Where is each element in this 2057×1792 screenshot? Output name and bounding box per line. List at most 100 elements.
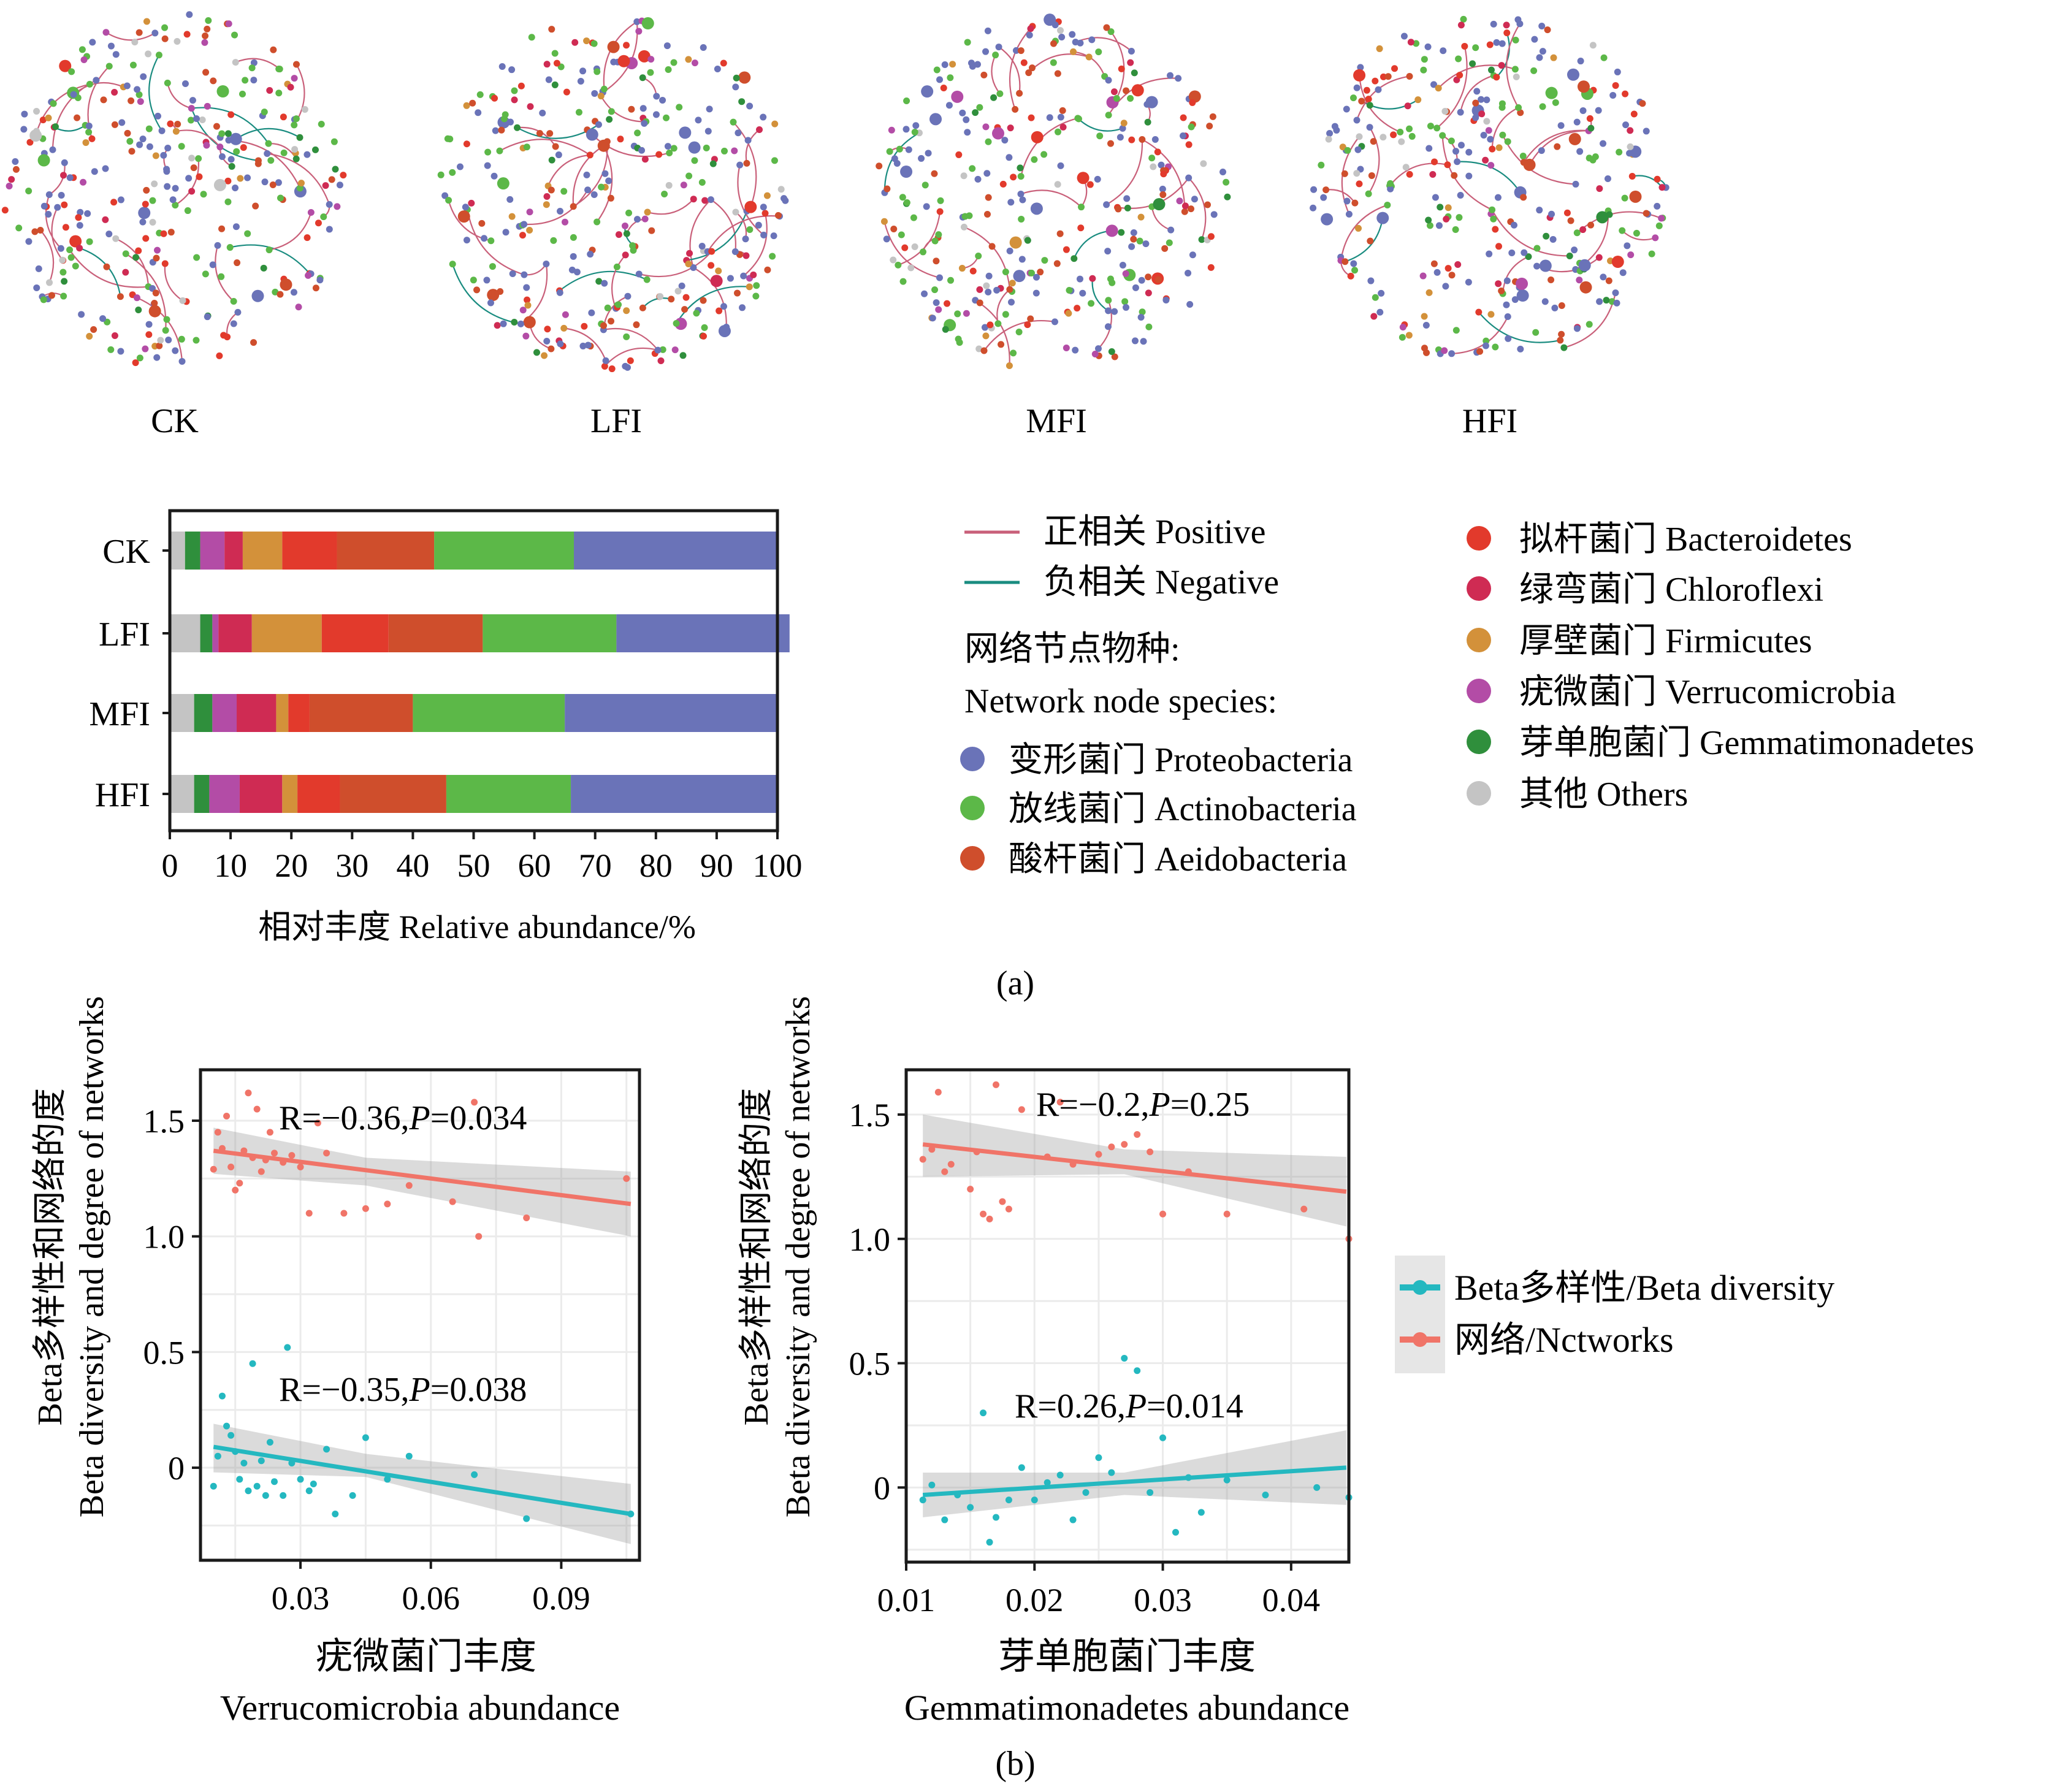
network-node [187, 116, 194, 124]
network-node [733, 74, 740, 82]
network-node [1476, 348, 1484, 355]
network-node [1343, 197, 1351, 205]
network-node [1191, 196, 1198, 203]
network-edge [467, 209, 525, 276]
network-node [583, 37, 590, 45]
network-node [648, 227, 655, 234]
network-node [1530, 67, 1538, 74]
network-edge [136, 297, 183, 362]
network-node [1122, 270, 1129, 277]
network-node [1318, 161, 1325, 169]
network-node [1013, 270, 1026, 283]
network-edge [1020, 189, 1082, 208]
network-node [164, 145, 172, 152]
network-node [188, 188, 196, 195]
network-node [560, 188, 568, 195]
network-node [163, 168, 170, 175]
network-node [523, 143, 530, 151]
network-node [706, 105, 713, 113]
bar-segment-lfi [200, 614, 213, 652]
network-node [46, 279, 53, 286]
network-node [49, 146, 56, 153]
network-node [1107, 140, 1114, 147]
bar-segment-ck [200, 532, 225, 570]
data-point [1172, 1528, 1179, 1536]
network-node [266, 87, 273, 94]
network-edge [1502, 134, 1576, 185]
network-node [1648, 250, 1655, 257]
network-node [1166, 239, 1173, 246]
network-node [1145, 289, 1152, 297]
scatter-legend-beta-label: Beta多样性/Beta diversity [1454, 1268, 1834, 1308]
legend-species-dot [1467, 679, 1491, 703]
data-point [384, 1200, 391, 1208]
network-node [1465, 148, 1473, 156]
network-node [1391, 65, 1399, 72]
network-node [746, 283, 753, 291]
network-node [164, 79, 171, 86]
network-node [189, 97, 196, 104]
network-node [1643, 210, 1650, 217]
network-node [1613, 299, 1620, 307]
network-node [1006, 154, 1013, 161]
network-node [899, 194, 906, 201]
network-node [1378, 289, 1385, 297]
network-edge [1528, 130, 1589, 166]
network-node [1363, 86, 1370, 94]
data-point [1031, 1497, 1038, 1504]
network-node [552, 143, 559, 150]
network-node [1007, 199, 1015, 206]
network-node [985, 288, 992, 295]
network-node [1400, 32, 1408, 40]
data-point [523, 1515, 530, 1522]
network-node [1586, 321, 1593, 328]
network-label-hfi: HFI [1462, 402, 1517, 440]
network-node [1010, 173, 1017, 181]
network-node [511, 87, 518, 94]
network-node [172, 128, 180, 135]
network-node [136, 141, 143, 148]
x-tick-label: 0.09 [532, 1580, 590, 1617]
network-node [1443, 215, 1450, 223]
network-node [644, 208, 651, 216]
scatter-verrucomicrobia: 0.03 0.06 0.09 0 0.5 1.0 1.5 R=−0.36,P=0.034 R=−… [143, 1068, 641, 1617]
network-node [738, 98, 746, 105]
network-node [179, 297, 186, 304]
network-node [33, 128, 40, 135]
network-node [66, 174, 74, 181]
network-node [654, 346, 662, 354]
network-node [756, 126, 763, 134]
network-node [506, 196, 514, 203]
network-node [1655, 222, 1663, 229]
network-edge [710, 199, 736, 252]
network-node [172, 347, 179, 354]
data-point [1044, 1479, 1051, 1486]
x-tick-label: 0 [162, 847, 178, 884]
network-node [1148, 154, 1156, 162]
network-edge [164, 263, 183, 302]
network-node [1612, 82, 1619, 89]
network-node [1367, 277, 1375, 284]
network-node [214, 242, 221, 249]
network-label-ck: CK [151, 402, 199, 440]
network-node [1026, 31, 1033, 39]
x-tick-label: 0.04 [1262, 1582, 1321, 1619]
network-node [1560, 344, 1568, 351]
network-node [146, 143, 153, 150]
network-node [982, 48, 990, 55]
x-tick-label: 30 [335, 847, 368, 884]
network-node [291, 121, 298, 129]
network-node [942, 326, 949, 333]
network-node [899, 278, 907, 285]
legend-positive-label: 正相关 Positive [1044, 513, 1265, 551]
network-node [161, 35, 169, 42]
network-node [1053, 260, 1061, 267]
legend-species-label: 拟杆菌门 Bacteroidetes [1519, 520, 1852, 559]
network-node [232, 59, 239, 66]
network-node [641, 215, 649, 223]
network-node [886, 148, 893, 155]
x-tick-label: 70 [579, 847, 612, 884]
data-point [1300, 1205, 1308, 1213]
network-node [1358, 97, 1365, 105]
network-node [562, 311, 569, 318]
